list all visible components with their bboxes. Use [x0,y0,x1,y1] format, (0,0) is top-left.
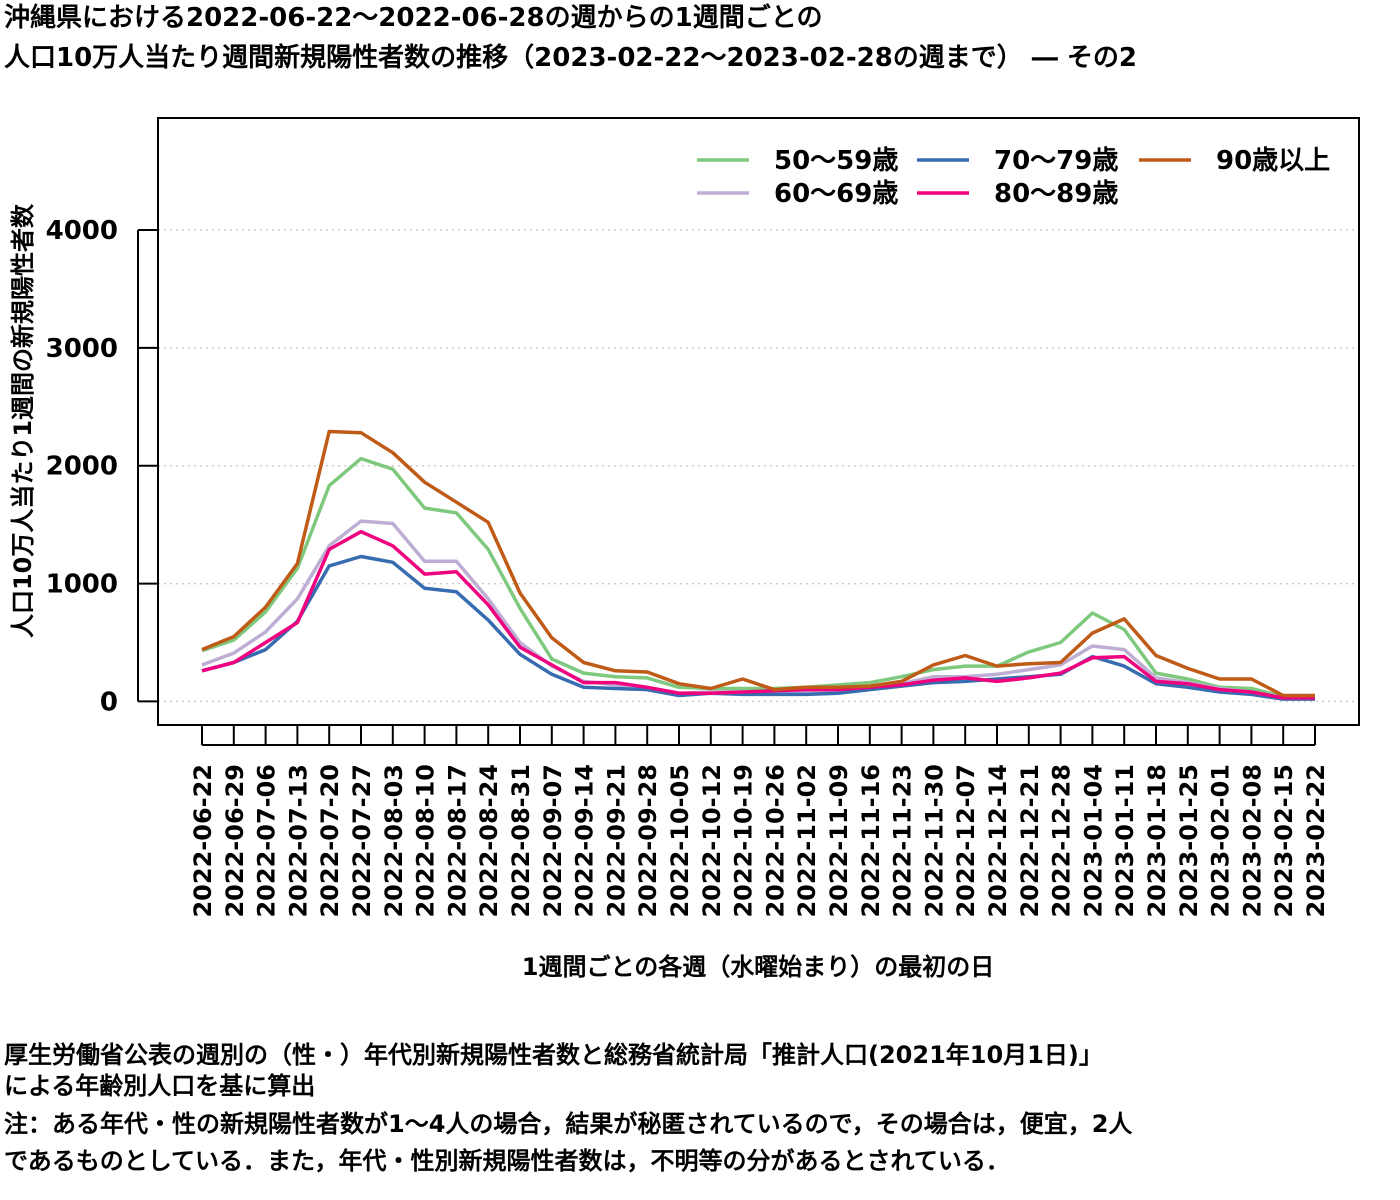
x-tick-label: 2022-10-12 [698,764,726,918]
series-line [201,519,1315,700]
x-tick-label: 2022-06-29 [221,764,249,918]
x-tick-label: 2022-08-03 [380,764,408,918]
x-tick-label: 2022-11-09 [825,764,853,918]
x-tick-label: 2022-12-07 [952,764,980,918]
source-note-line-1: 厚生労働省公表の週別の（性・）年代別新規陽性者数と総務省統計局「推計人口(202… [4,1041,1103,1069]
gridlines [158,229,1359,703]
x-tick-label: 2022-09-14 [571,764,599,918]
x-tick-label: 2022-10-19 [730,764,758,918]
y-tick-label: 0 [100,687,118,717]
y-tick-label: 1000 [46,570,118,600]
x-tick-label: 2022-10-05 [666,764,694,918]
x-tick-label: 2023-01-04 [1079,764,1107,918]
x-tick-label: 2022-08-17 [443,764,471,918]
x-tick-label: 2022-09-21 [602,764,630,918]
x-axis-label: 1週間ごとの各週（水曜始まり）の最初の日 [522,953,994,981]
x-tick-label: 2023-01-11 [1111,764,1139,918]
x-tick-label: 2022-12-14 [984,764,1012,918]
series-line [201,554,1315,701]
x-tick-label: 2022-12-21 [1016,764,1044,918]
caveat-note-line-1: 注：ある年代・性の新規陽性者数が1〜4人の場合，結果が秘匿されているので，その場… [4,1110,1133,1138]
y-tick-label: 4000 [46,216,118,246]
x-tick-label: 2023-02-08 [1238,764,1266,918]
x-tick-label: 2022-11-16 [857,764,885,918]
x-tick-label: 2022-07-06 [253,764,281,918]
x-tick-label: 2022-07-13 [284,764,312,918]
plot-frame [157,117,1360,726]
legend-label: 50〜59歳 [774,146,898,176]
y-axis: 0 1000 2000 3000 4000 [46,216,158,717]
x-tick-label: 2023-02-01 [1207,764,1235,918]
series-line [201,429,1315,698]
legend-label: 70〜79歳 [994,146,1118,176]
y-axis-label: 人口10万人当たり1週間の新規陽性者数 [9,203,37,638]
x-tick-label: 2022-10-26 [761,764,789,918]
x-tick-label: 2022-07-27 [348,764,376,918]
x-tick-label: 2022-08-31 [507,764,535,918]
x-axis: 2022-06-22 2022-06-29 2022-07-06 2022-07-13… [189,725,1330,918]
x-tick-label: 2023-02-22 [1302,764,1330,918]
x-tick-label: 2022-11-30 [920,764,948,918]
caveat-note-line-2: であるものとしている．また，年代・性別新規陽性者数は，不明等の分があるとされてい… [4,1147,1010,1175]
source-note-line-2: による年齢別人口を基に算出 [4,1072,316,1100]
x-tick-label: 2022-08-10 [412,764,440,918]
y-tick-label: 3000 [46,334,118,364]
series-lines [201,429,1315,701]
x-tick-label: 2022-08-24 [475,764,503,918]
x-tick-label: 2022-11-23 [889,764,917,918]
x-tick-label: 2022-12-28 [1048,764,1076,918]
legend-label: 80〜89歳 [994,179,1118,209]
legend-label: 60〜69歳 [774,179,898,209]
chart-title-line-1: 沖縄県における2022-06-22〜2022-06-28の週からの1週間ごとの [4,3,823,33]
legend-label: 90歳以上 [1216,146,1330,176]
series-line [201,456,1315,699]
x-tick-label: 2022-09-28 [634,764,662,918]
y-tick-label: 2000 [46,452,118,482]
x-tick-label: 2022-11-02 [793,764,821,918]
chart-title-line-2: 人口10万人当たり週間新規陽性者数の推移（2023-02-22〜2023-02-… [4,43,1137,73]
x-tick-label: 2023-01-25 [1175,764,1203,918]
x-tick-label: 2023-01-18 [1143,764,1171,918]
x-tick-label: 2023-02-15 [1270,764,1298,918]
series-line [201,529,1315,700]
x-tick-label: 2022-09-07 [539,764,567,918]
x-tick-label: 2022-06-22 [189,764,217,918]
x-tick-label: 2022-07-20 [316,764,344,918]
